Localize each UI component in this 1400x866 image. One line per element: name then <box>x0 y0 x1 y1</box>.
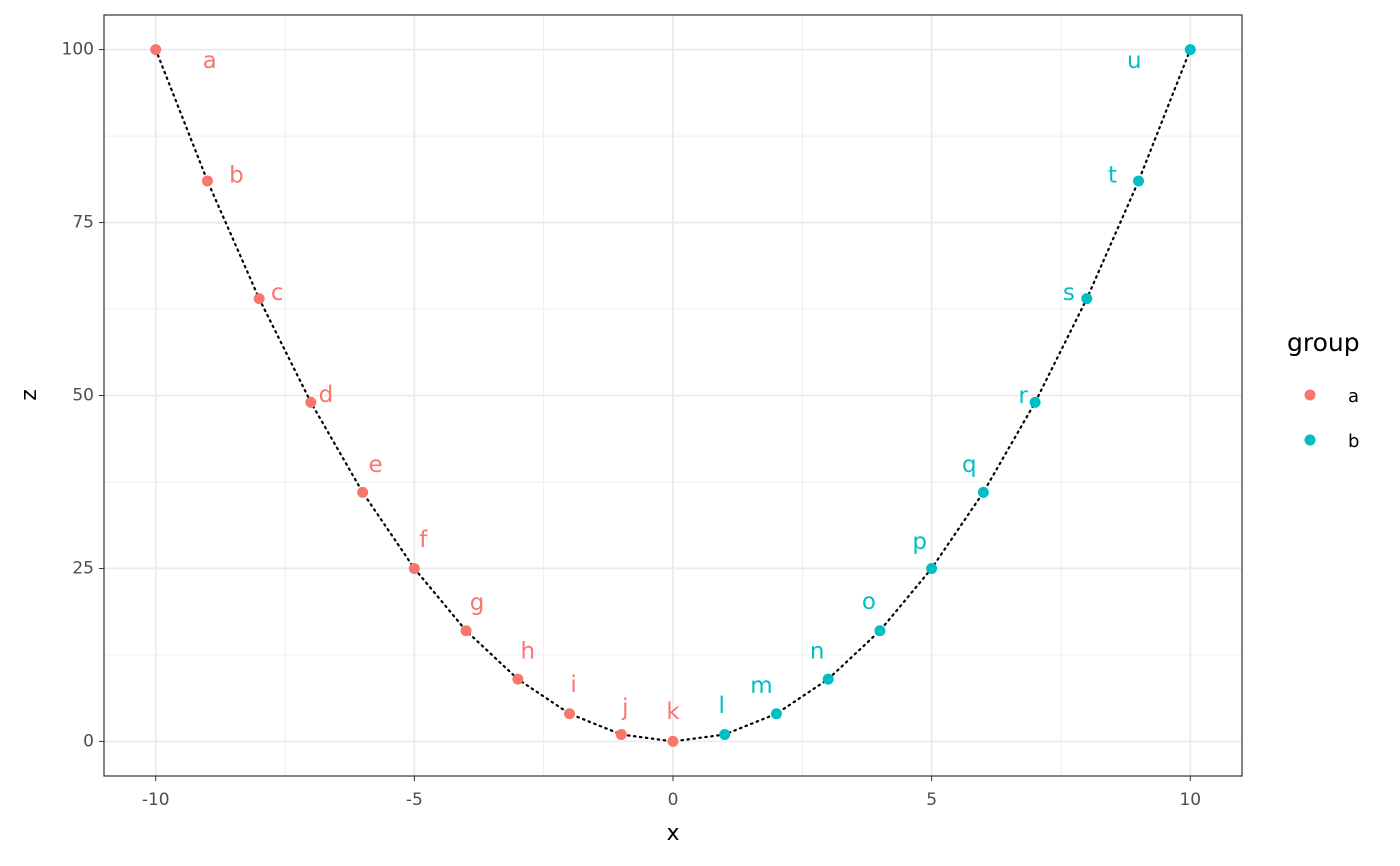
point <box>667 735 679 747</box>
point <box>615 728 627 740</box>
point-label: p <box>912 529 927 555</box>
legend-key <box>1304 434 1316 446</box>
point <box>977 486 989 498</box>
point <box>719 728 731 740</box>
point <box>201 175 213 187</box>
point <box>150 44 162 56</box>
x-tick-label: 10 <box>1179 790 1201 810</box>
x-tick-label: 0 <box>668 790 679 810</box>
point-label: c <box>271 280 284 306</box>
point <box>564 708 576 720</box>
panel-border <box>103 14 1243 777</box>
point-label: h <box>521 639 536 665</box>
point-label: g <box>470 590 485 616</box>
point-label: i <box>570 672 576 698</box>
point <box>1184 44 1196 56</box>
connecting-line <box>154 48 1192 743</box>
point <box>926 562 938 574</box>
point <box>770 708 782 720</box>
legend-title: group <box>1287 328 1360 357</box>
x-tick-label: -5 <box>406 790 423 810</box>
legend-label: a <box>1348 386 1359 407</box>
y-tick-label: 100 <box>62 40 94 60</box>
point-label: d <box>319 382 334 408</box>
point <box>1133 175 1145 187</box>
point <box>460 625 472 637</box>
point <box>1029 396 1041 408</box>
x-axis-title: x <box>666 821 679 846</box>
point-label: s <box>1063 280 1075 306</box>
point <box>874 625 886 637</box>
point <box>822 673 834 685</box>
point-label: b <box>229 163 244 189</box>
point-label: j <box>621 695 628 721</box>
point-label: u <box>1127 48 1142 74</box>
y-tick-label: 75 <box>72 213 94 233</box>
point-label: m <box>750 673 772 699</box>
point-label: a <box>203 48 217 74</box>
point <box>253 293 265 305</box>
point-label: e <box>369 452 383 478</box>
point <box>305 396 317 408</box>
legend-key <box>1304 389 1316 401</box>
point-label: k <box>666 699 680 725</box>
y-tick-label: 0 <box>83 731 94 751</box>
point <box>512 673 524 685</box>
point-label: f <box>419 527 428 553</box>
point-label: q <box>962 452 977 478</box>
point <box>357 486 369 498</box>
point <box>408 562 420 574</box>
point-label: n <box>810 639 825 665</box>
x-tick-label: -10 <box>142 790 170 810</box>
legend-label: b <box>1348 431 1359 452</box>
point <box>1081 293 1093 305</box>
point-label: r <box>1018 383 1028 409</box>
x-tick-label: 5 <box>926 790 937 810</box>
y-tick-label: 50 <box>72 386 94 406</box>
point-label: l <box>719 693 725 719</box>
point-label: t <box>1108 163 1117 189</box>
point-label: o <box>862 589 876 615</box>
y-tick-label: 25 <box>72 558 94 578</box>
y-axis-title: z <box>17 389 42 401</box>
